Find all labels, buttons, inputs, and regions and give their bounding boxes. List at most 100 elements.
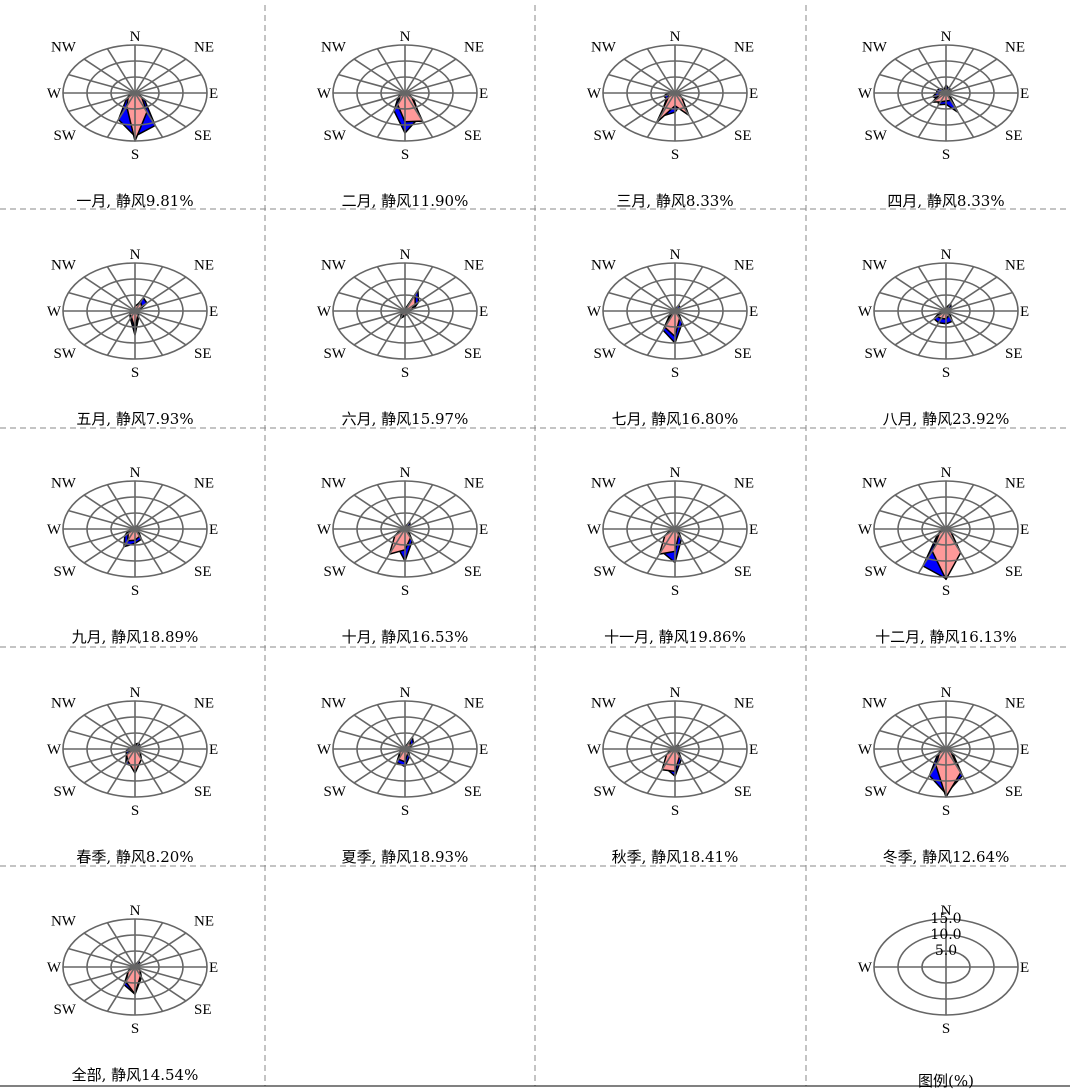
direction-label-sw: SW (864, 346, 887, 362)
grid-spoke (404, 92, 472, 113)
direction-label-w: W (47, 522, 62, 538)
grid-spoke (404, 276, 457, 312)
direction-label-s: S (671, 803, 679, 819)
wind-rose: N NE E SE S SW W NW 三月, 静风8.33% (587, 29, 758, 210)
direction-label-nw: NW (51, 40, 77, 56)
rose-caption: 四月, 静风8.33% (887, 192, 1004, 210)
grid-spoke (674, 58, 727, 94)
rose-caption: 九月, 静风18.89% (72, 628, 199, 646)
direction-label-nw: NW (321, 40, 347, 56)
grid-spoke (404, 48, 434, 94)
grid-spoke (879, 291, 947, 312)
grid-spoke (134, 947, 202, 968)
grid-spoke (623, 310, 676, 346)
grid-spoke (917, 310, 947, 356)
grid-spoke (674, 484, 704, 530)
grid-spoke (353, 494, 406, 530)
grid-spoke (106, 528, 136, 574)
direction-label-se: SE (734, 784, 752, 800)
grid-spoke (134, 276, 187, 312)
grid-spoke (917, 704, 947, 750)
grid-spoke (68, 947, 136, 968)
direction-label-nw: NW (862, 696, 888, 712)
grid-spoke (106, 922, 136, 968)
grid-spoke (106, 704, 136, 750)
grid-spoke (353, 714, 406, 750)
grid-spoke (674, 310, 704, 356)
grid-spoke (106, 484, 136, 530)
direction-label-sw: SW (864, 564, 887, 580)
grid-spoke (674, 748, 742, 769)
grid-spoke (83, 714, 136, 750)
grid-spoke (134, 729, 202, 750)
direction-label-w: W (47, 742, 62, 758)
direction-label-nw: NW (51, 914, 77, 930)
grid-spoke (623, 528, 676, 564)
grid-spoke (945, 92, 975, 138)
direction-label-ne: NE (464, 696, 484, 712)
rose-caption: 春季, 静风8.20% (76, 848, 193, 866)
direction-label-sw: SW (323, 784, 346, 800)
grid-spoke (404, 92, 434, 138)
direction-label-ne: NE (194, 40, 214, 56)
grid-spoke (674, 748, 727, 784)
direction-label-se: SE (1005, 346, 1023, 362)
direction-label-w: W (587, 742, 602, 758)
direction-label-e: E (1020, 522, 1029, 538)
legend-ring-label: 10.0 (930, 927, 961, 943)
grid-spoke (404, 704, 434, 750)
grid-spoke (83, 494, 136, 530)
grid-spoke (608, 291, 676, 312)
grid-spoke (68, 748, 136, 769)
direction-label-n: N (941, 29, 952, 45)
direction-label-sw: SW (864, 784, 887, 800)
grid-spoke (674, 528, 727, 564)
grid-spoke (83, 310, 136, 346)
direction-label-se: SE (194, 128, 212, 144)
wind-rose: N NE E SE S SW W NW 十一月, 静风19.86% (587, 465, 758, 646)
grid-spoke (83, 58, 136, 94)
rose-caption: 十月, 静风16.53% (342, 628, 469, 646)
direction-label-s: S (942, 147, 950, 163)
direction-label-se: SE (734, 564, 752, 580)
grid-spoke (623, 58, 676, 94)
grid-spoke (894, 494, 947, 530)
grid-spoke (945, 714, 998, 750)
direction-label-sw: SW (53, 1002, 76, 1018)
direction-label-nw: NW (862, 40, 888, 56)
grid-spoke (134, 966, 187, 1002)
direction-label-se: SE (1005, 564, 1023, 580)
grid-spoke (404, 509, 472, 530)
direction-label-ne: NE (734, 258, 754, 274)
direction-label-se: SE (734, 128, 752, 144)
direction-label-n: N (130, 29, 141, 45)
grid-spoke (353, 748, 406, 784)
wind-rose: N NE E SE S SW W NW 十月, 静风16.53% (317, 465, 488, 646)
grid-spoke (646, 528, 676, 574)
direction-label-sw: SW (593, 346, 616, 362)
grid-spoke (134, 922, 164, 968)
grid-spoke (376, 528, 406, 574)
direction-label-w: W (317, 522, 332, 538)
grid-spoke (945, 509, 1013, 530)
grid-spoke (404, 484, 434, 530)
grid-spoke (674, 310, 742, 331)
legend-direction-label: S (942, 1021, 950, 1037)
grid-spoke (404, 58, 457, 94)
grid-spoke (83, 932, 136, 968)
grid-spoke (674, 494, 727, 530)
grid-spoke (608, 92, 676, 113)
direction-label-e: E (1020, 304, 1029, 320)
grid-spoke (134, 528, 202, 549)
grid-spoke (404, 310, 472, 331)
grid-spoke (945, 748, 998, 784)
direction-label-se: SE (464, 346, 482, 362)
direction-label-w: W (858, 86, 873, 102)
direction-label-se: SE (194, 564, 212, 580)
grid-separators (0, 5, 1070, 1087)
direction-label-ne: NE (194, 476, 214, 492)
grid-spoke (623, 714, 676, 750)
grid-spoke (134, 266, 164, 312)
direction-label-se: SE (194, 346, 212, 362)
direction-label-ne: NE (1005, 696, 1025, 712)
